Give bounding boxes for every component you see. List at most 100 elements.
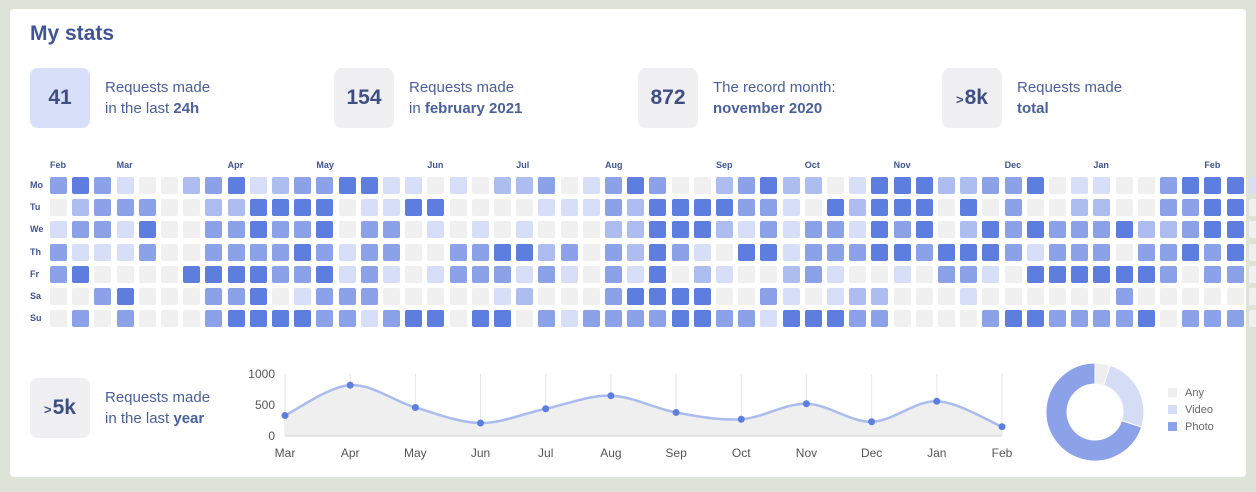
heatmap-cell[interactable]	[915, 310, 933, 328]
heatmap-cell[interactable]	[1049, 265, 1066, 283]
heatmap-cell[interactable]	[516, 265, 534, 283]
heatmap-cell[interactable]	[1137, 310, 1155, 328]
heatmap-cell[interactable]	[938, 265, 955, 283]
heatmap-cell[interactable]	[360, 221, 378, 239]
heatmap-cell[interactable]	[1115, 288, 1133, 305]
heatmap-cell[interactable]	[183, 265, 201, 283]
heatmap-cell[interactable]	[804, 288, 822, 305]
heatmap-cell[interactable]	[161, 265, 178, 283]
heatmap-cell[interactable]	[893, 310, 911, 328]
heatmap-cell[interactable]	[383, 243, 400, 261]
legend-item-any[interactable]: Any	[1168, 384, 1214, 401]
heatmap-cell[interactable]	[161, 221, 178, 239]
heatmap-cell[interactable]	[582, 221, 600, 239]
heatmap-cell[interactable]	[627, 288, 645, 305]
heatmap-cell[interactable]	[138, 265, 156, 283]
heatmap-cell[interactable]	[1115, 243, 1133, 261]
heatmap-cell[interactable]	[1071, 310, 1089, 328]
heatmap-cell[interactable]	[494, 199, 511, 217]
heatmap-cell[interactable]	[605, 221, 622, 239]
heatmap-cell[interactable]	[560, 177, 578, 194]
heatmap-cell[interactable]	[560, 310, 578, 328]
heatmap-cell[interactable]	[716, 288, 733, 305]
heatmap-cell[interactable]	[560, 288, 578, 305]
heatmap-cell[interactable]	[782, 310, 800, 328]
heatmap-cell[interactable]	[738, 199, 756, 217]
heatmap-cell[interactable]	[738, 310, 756, 328]
heatmap-cell[interactable]	[893, 221, 911, 239]
heatmap-cell[interactable]	[1049, 221, 1066, 239]
heatmap-cell[interactable]	[1093, 265, 1111, 283]
heatmap-cell[interactable]	[205, 221, 223, 239]
heatmap-cell[interactable]	[383, 177, 400, 194]
heatmap-cell[interactable]	[1115, 265, 1133, 283]
heatmap-cell[interactable]	[804, 221, 822, 239]
heatmap-cell[interactable]	[960, 177, 978, 194]
heatmap-cell[interactable]	[272, 221, 289, 239]
heatmap-cell[interactable]	[94, 288, 112, 305]
heatmap-cell[interactable]	[338, 288, 356, 305]
heatmap-cell[interactable]	[405, 221, 423, 239]
heatmap-cell[interactable]	[782, 221, 800, 239]
heatmap-cell[interactable]	[893, 243, 911, 261]
heatmap-cell[interactable]	[1004, 288, 1022, 305]
heatmap-cell[interactable]	[1026, 221, 1044, 239]
legend-item-video[interactable]: Video	[1168, 401, 1214, 418]
heatmap-cell[interactable]	[72, 221, 90, 239]
heatmap-cell[interactable]	[582, 265, 600, 283]
heatmap-cell[interactable]	[960, 221, 978, 239]
heatmap-cell[interactable]	[1204, 177, 1222, 194]
heatmap-cell[interactable]	[227, 310, 245, 328]
heatmap-cell[interactable]	[316, 310, 334, 328]
heatmap-cell[interactable]	[1049, 199, 1066, 217]
heatmap-cell[interactable]	[116, 265, 134, 283]
heatmap-cell[interactable]	[294, 243, 312, 261]
heatmap-cell[interactable]	[716, 265, 733, 283]
heatmap-cell[interactable]	[249, 243, 267, 261]
heatmap-cell[interactable]	[116, 221, 134, 239]
heatmap-cell[interactable]	[138, 310, 156, 328]
heatmap-cell[interactable]	[804, 310, 822, 328]
heatmap-cell[interactable]	[405, 177, 423, 194]
heatmap-cell[interactable]	[1115, 177, 1133, 194]
heatmap-cell[interactable]	[494, 243, 511, 261]
heatmap-cell[interactable]	[538, 310, 556, 328]
heatmap-cell[interactable]	[449, 221, 467, 239]
heatmap-cell[interactable]	[1226, 243, 1244, 261]
heatmap-cell[interactable]	[161, 288, 178, 305]
heatmap-cell[interactable]	[538, 199, 556, 217]
heatmap-cell[interactable]	[316, 177, 334, 194]
heatmap-cell[interactable]	[272, 288, 289, 305]
heatmap-cell[interactable]	[982, 221, 1000, 239]
heatmap-cell[interactable]	[1204, 288, 1222, 305]
heatmap-cell[interactable]	[471, 199, 489, 217]
heatmap-cell[interactable]	[405, 310, 423, 328]
heatmap-cell[interactable]	[1204, 221, 1222, 239]
heatmap-cell[interactable]	[360, 199, 378, 217]
heatmap-cell[interactable]	[316, 288, 334, 305]
heatmap-cell[interactable]	[316, 199, 334, 217]
heatmap-cell[interactable]	[161, 310, 178, 328]
heatmap-cell[interactable]	[1093, 199, 1111, 217]
heatmap-cell[interactable]	[738, 243, 756, 261]
heatmap-cell[interactable]	[738, 221, 756, 239]
heatmap-cell[interactable]	[605, 177, 622, 194]
heatmap-cell[interactable]	[205, 177, 223, 194]
heatmap-cell[interactable]	[227, 177, 245, 194]
heatmap-cell[interactable]	[982, 199, 1000, 217]
heatmap-cell[interactable]	[1071, 177, 1089, 194]
heatmap-cell[interactable]	[560, 221, 578, 239]
heatmap-cell[interactable]	[893, 199, 911, 217]
heatmap-cell[interactable]	[360, 243, 378, 261]
heatmap-cell[interactable]	[1137, 288, 1155, 305]
heatmap-cell[interactable]	[516, 177, 534, 194]
heatmap-cell[interactable]	[738, 265, 756, 283]
heatmap-cell[interactable]	[294, 199, 312, 217]
heatmap-cell[interactable]	[1071, 288, 1089, 305]
heatmap-cell[interactable]	[1137, 199, 1155, 217]
heatmap-cell[interactable]	[50, 177, 67, 194]
heatmap-cell[interactable]	[1093, 310, 1111, 328]
heatmap-cell[interactable]	[1071, 221, 1089, 239]
heatmap-cell[interactable]	[893, 265, 911, 283]
heatmap-cell[interactable]	[1226, 310, 1244, 328]
